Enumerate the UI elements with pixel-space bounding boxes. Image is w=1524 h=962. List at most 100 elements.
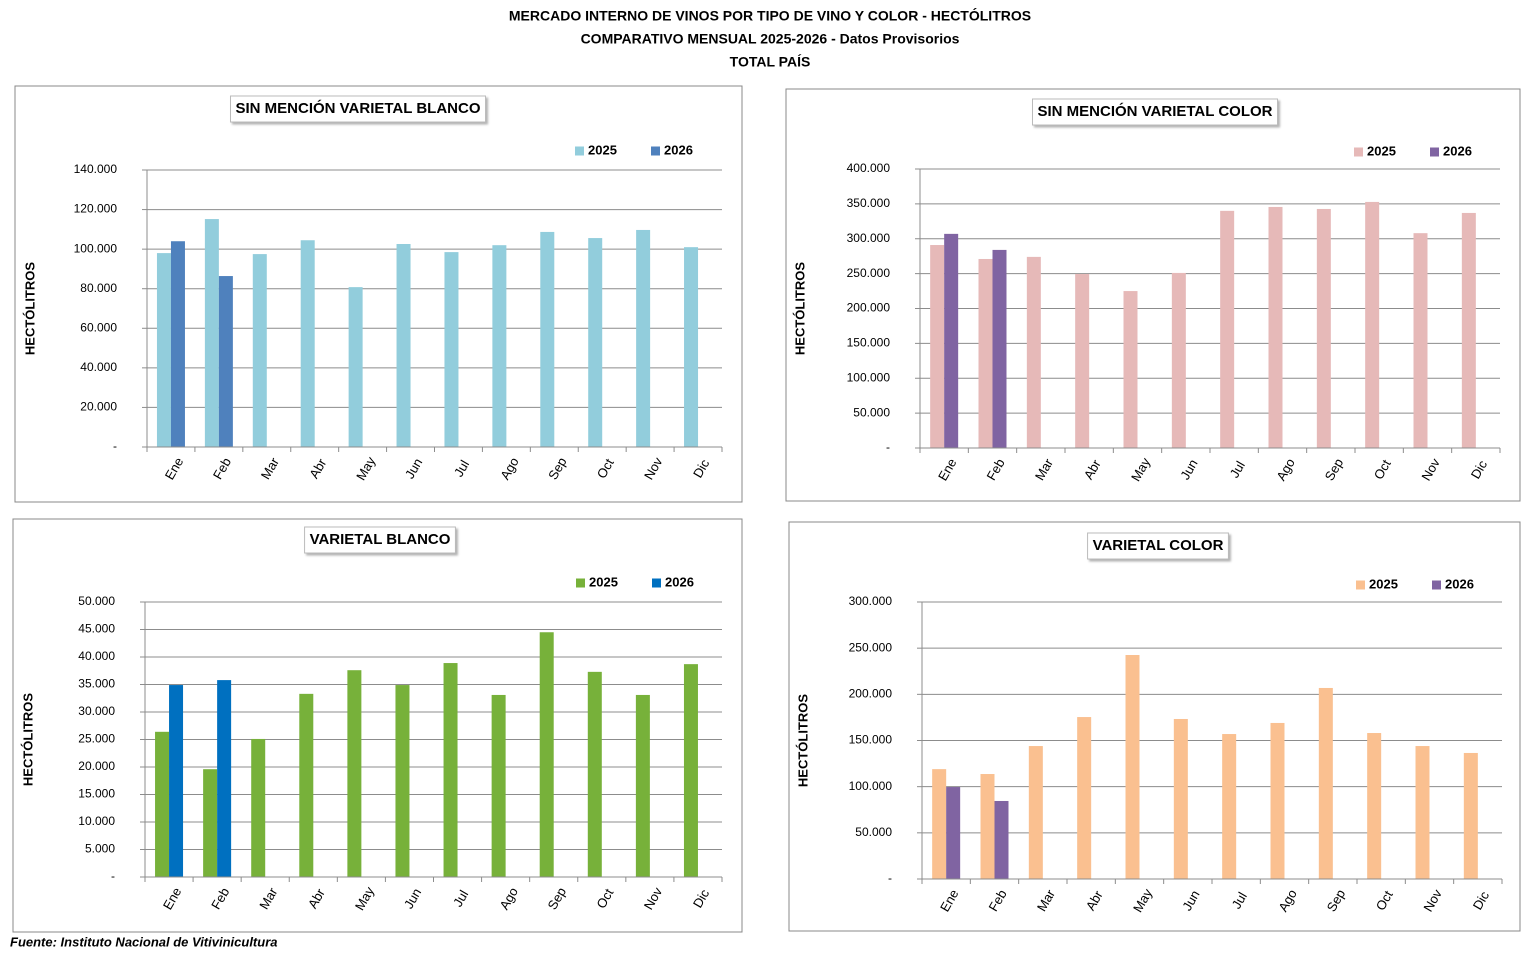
bar [1171, 272, 1186, 448]
bar [444, 252, 459, 447]
bar [930, 245, 945, 448]
y-tick-label: 300.000 [847, 231, 891, 245]
chart-title: SIN MENCIÓN VARIETAL BLANCO [235, 99, 480, 117]
bar [299, 693, 314, 877]
bar [635, 694, 650, 877]
legend-swatch [1432, 580, 1441, 590]
bar [155, 731, 170, 877]
panel-frame [12, 518, 743, 933]
legend-label: 2025 [588, 142, 617, 157]
legend-swatch [575, 146, 584, 156]
bar [491, 694, 506, 877]
y-tick-label: 400.000 [847, 161, 891, 175]
bar [300, 240, 315, 447]
bar [1222, 734, 1237, 879]
bar [348, 287, 363, 447]
y-tick-label: 120.000 [74, 202, 118, 216]
y-tick-label: 250.000 [849, 640, 893, 654]
y-tick-label: 35.000 [78, 677, 115, 691]
y-axis-label: HECTÓLITROS [792, 262, 807, 355]
y-tick-label: 60.000 [80, 320, 117, 334]
legend-label: 2025 [1367, 143, 1396, 158]
y-tick-label: 150.000 [847, 336, 891, 350]
bar [944, 233, 959, 448]
panel-frame [788, 521, 1521, 932]
y-tick-label: 50.000 [855, 825, 892, 839]
legend-swatch [651, 146, 660, 156]
bar [1026, 256, 1041, 448]
chart-title-box [229, 95, 487, 123]
bar [994, 800, 1009, 879]
y-tick-label: 100.000 [74, 241, 118, 255]
y-tick-label: 15.000 [78, 787, 115, 801]
bar [932, 769, 947, 879]
y-tick-label: 80.000 [80, 281, 117, 295]
bar [170, 241, 185, 447]
y-tick-label: 150.000 [849, 733, 893, 747]
x-tick-label: Jul [1227, 458, 1248, 480]
y-tick-label: 5.000 [85, 842, 115, 856]
bar [1270, 722, 1285, 879]
bar [978, 258, 993, 448]
bar [992, 249, 1007, 448]
y-tick-label: 100.000 [849, 779, 893, 793]
page-subtitle: COMPARATIVO MENSUAL 2025-2026 - Datos Pr… [581, 31, 960, 47]
y-tick-label: 40.000 [78, 649, 115, 663]
y-tick-label: 45.000 [78, 622, 115, 636]
y-tick-label: 25.000 [78, 732, 115, 746]
y-tick-label: 50.000 [78, 594, 115, 608]
chart-title-box [304, 526, 456, 554]
y-tick-label: 20.000 [80, 400, 117, 414]
bar [1415, 746, 1430, 879]
bar [252, 254, 267, 447]
legend-swatch [652, 578, 661, 588]
x-tick-label: Jul [451, 457, 472, 479]
bar [1125, 654, 1140, 879]
bar [396, 243, 411, 447]
legend-label: 2026 [1445, 576, 1474, 591]
legend-label: 2026 [665, 574, 694, 589]
bar [1461, 212, 1476, 448]
bar [539, 632, 554, 877]
y-tick-label: 250.000 [847, 266, 891, 280]
legend-label: 2026 [664, 142, 693, 157]
bar [251, 738, 266, 877]
y-axis-label: HECTÓLITROS [20, 693, 35, 786]
bar [1075, 273, 1090, 448]
bar [1220, 210, 1235, 448]
bar [684, 247, 699, 447]
y-tick-label: 50.000 [853, 405, 890, 419]
y-tick-label: 20.000 [78, 759, 115, 773]
chart-title: VARIETAL COLOR [1093, 537, 1224, 554]
bar [1123, 291, 1138, 448]
legend-swatch [1356, 580, 1365, 590]
panel-frame [14, 85, 743, 503]
bar [1367, 733, 1382, 879]
bar [683, 664, 698, 877]
y-tick-label: 140.000 [74, 162, 118, 176]
y-tick-label: 200.000 [847, 301, 891, 315]
bar [218, 276, 233, 447]
bar [203, 769, 218, 877]
chart-title: SIN MENCIÓN VARIETAL COLOR [1037, 102, 1272, 120]
legend-swatch [576, 578, 585, 588]
y-tick-label: 350.000 [847, 196, 891, 210]
bar [1077, 717, 1092, 879]
page-title: MERCADO INTERNO DE VINOS POR TIPO DE VIN… [509, 7, 1031, 24]
panel-frame [785, 88, 1521, 502]
bar [1365, 201, 1380, 448]
bar [156, 253, 171, 447]
y-tick-label: - [111, 869, 115, 883]
bar [946, 787, 961, 879]
y-tick-label: - [886, 440, 890, 454]
y-tick-label: - [888, 871, 892, 885]
bar [1318, 687, 1333, 879]
chart-title: VARIETAL BLANCO [310, 531, 451, 548]
bar [1173, 718, 1188, 879]
legend-label: 2025 [1369, 576, 1398, 591]
y-axis-label: HECTÓLITROS [22, 262, 37, 355]
chart-title-box [1031, 98, 1279, 126]
bar [588, 238, 603, 447]
bar [443, 663, 458, 877]
